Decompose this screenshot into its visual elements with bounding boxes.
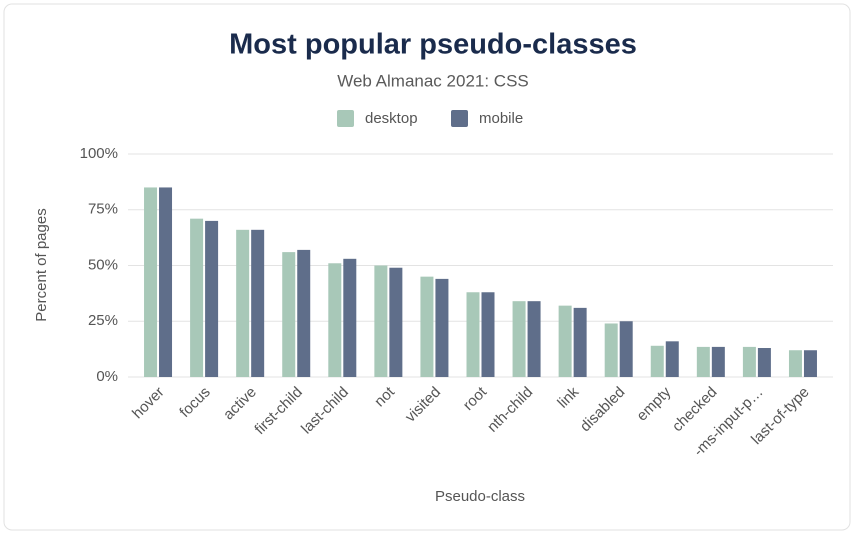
bar bbox=[619, 321, 633, 377]
bar bbox=[696, 346, 710, 377]
legend-label: desktop bbox=[365, 110, 418, 127]
bar bbox=[742, 346, 756, 377]
bar bbox=[343, 258, 357, 377]
bar bbox=[297, 249, 311, 377]
bar bbox=[205, 220, 219, 377]
y-tick-label: 25% bbox=[88, 312, 118, 329]
bar bbox=[558, 305, 572, 377]
card bbox=[3, 3, 851, 531]
bar bbox=[389, 267, 403, 377]
bar bbox=[159, 187, 173, 377]
bar bbox=[190, 218, 204, 377]
y-tick-label: 100% bbox=[80, 145, 118, 162]
bar bbox=[282, 252, 296, 377]
chart-subtitle: Web Almanac 2021: CSS bbox=[337, 71, 529, 90]
bar bbox=[374, 265, 388, 377]
bar bbox=[512, 301, 526, 377]
bar bbox=[573, 307, 587, 377]
chart-title: Most popular pseudo-classes bbox=[229, 29, 637, 61]
bar bbox=[251, 229, 265, 377]
bar bbox=[236, 229, 250, 377]
bar bbox=[481, 292, 495, 377]
legend-swatch bbox=[337, 110, 354, 127]
legend-swatch bbox=[451, 110, 468, 127]
bar bbox=[711, 346, 725, 377]
bar bbox=[604, 323, 618, 377]
bar bbox=[144, 187, 158, 377]
bar bbox=[665, 341, 679, 377]
bar bbox=[527, 301, 541, 377]
bar bbox=[435, 278, 449, 377]
y-tick-label: 50% bbox=[88, 256, 118, 273]
x-axis-label: Pseudo-class bbox=[435, 488, 525, 505]
bar bbox=[788, 350, 802, 377]
y-tick-label: 75% bbox=[88, 201, 118, 218]
bar bbox=[650, 345, 664, 377]
legend-label: mobile bbox=[479, 110, 523, 127]
bar bbox=[328, 263, 342, 377]
y-tick-label: 0% bbox=[96, 368, 118, 385]
bar bbox=[420, 276, 434, 377]
bar bbox=[757, 348, 771, 377]
bar bbox=[466, 292, 480, 377]
y-axis-label: Percent of pages bbox=[33, 208, 50, 321]
bar bbox=[803, 350, 817, 377]
